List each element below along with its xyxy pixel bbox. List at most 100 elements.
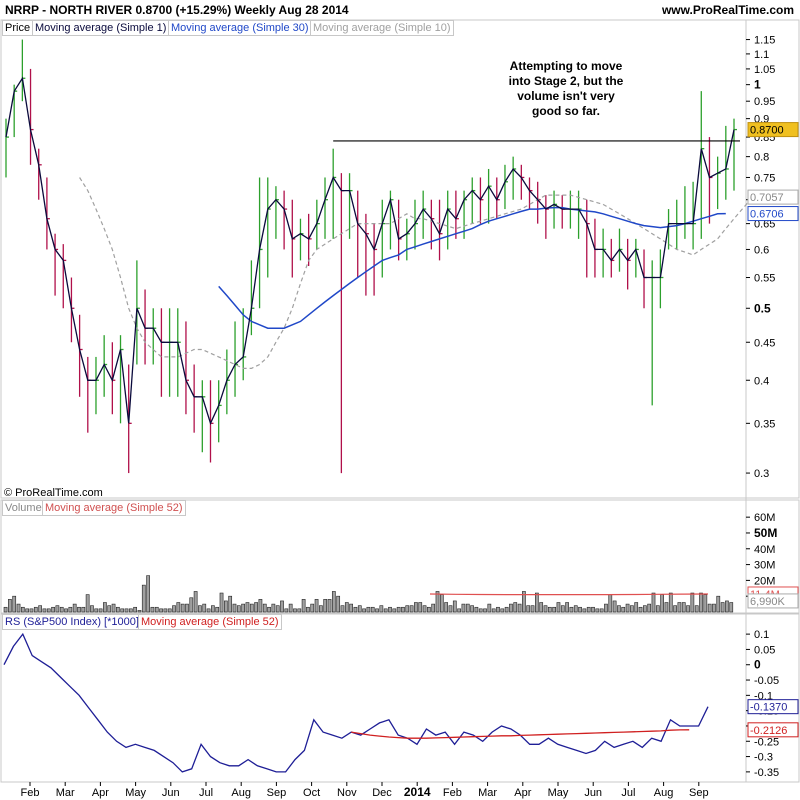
tab-volume-ma[interactable]: Moving average (Simple 52): [42, 500, 186, 516]
tab-rs-ma[interactable]: Moving average (Simple 52): [138, 614, 282, 630]
rs-y-tick-label: -0.3: [754, 752, 773, 764]
x-tick-label: Jun: [584, 787, 602, 799]
volume-bar: [470, 605, 474, 613]
volume-bar: [20, 606, 25, 613]
volume-bar: [487, 603, 492, 613]
tab-volume[interactable]: Volume: [2, 500, 45, 516]
volume-bar: [254, 602, 258, 613]
volume-bar: [280, 600, 284, 613]
volume-bar: [504, 606, 509, 613]
rs-y-tick-label: -0.35: [754, 767, 779, 779]
volume-bar: [366, 606, 371, 613]
tab-ma10[interactable]: Moving average (Simple 10): [310, 20, 454, 36]
volume-bar: [90, 605, 94, 613]
x-tick-label: Nov: [337, 787, 357, 799]
rs-last-value-label: -0.1370: [750, 702, 787, 714]
volume-bar: [599, 608, 604, 613]
tab-price[interactable]: Price: [2, 20, 34, 36]
x-tick-label: May: [125, 787, 146, 799]
rs-y-tick-label: -0.25: [754, 736, 779, 748]
volume-bar: [513, 602, 518, 613]
volume-bar: [647, 603, 652, 613]
volume-bar: [707, 603, 712, 613]
volume-bar: [673, 605, 677, 613]
price-y-tick-label: 0.75: [754, 172, 775, 184]
volume-bar: [712, 603, 716, 613]
volume-bar: [38, 605, 42, 613]
volume-bar: [431, 603, 436, 613]
volume-bar: [211, 605, 215, 613]
x-tick-label: Dec: [372, 787, 392, 799]
volume-bar: [206, 608, 211, 613]
price-y-tick-label: 1: [754, 78, 761, 92]
volume-bar: [401, 606, 405, 613]
x-tick-label: Sep: [267, 787, 287, 799]
volume-bar: [219, 592, 224, 613]
volume-bar: [625, 603, 630, 613]
x-tick-label: Oct: [303, 787, 320, 799]
volume-bar: [681, 602, 686, 613]
tab-ma1[interactable]: Moving average (Simple 1): [32, 20, 170, 36]
volume-bar: [193, 591, 198, 613]
x-tick-label: 2014: [404, 785, 431, 799]
volume-bar: [12, 595, 17, 613]
price-y-tick-label: 1.1: [754, 49, 769, 61]
volume-bar: [547, 606, 552, 613]
ma1-line: [5, 76, 735, 426]
annotation-line: into Stage 2, but the: [509, 74, 624, 88]
volume-bar: [215, 606, 220, 613]
volume-bar: [228, 595, 233, 613]
volume-bar: [608, 594, 613, 613]
volume-bar: [414, 602, 418, 613]
volume-bar: [405, 605, 410, 613]
volume-bar: [651, 592, 656, 613]
volume-bar: [630, 605, 634, 613]
volume-bar: [642, 605, 647, 613]
x-tick-label: Apr: [514, 787, 531, 799]
rs-ma-value-label: -0.2126: [750, 725, 787, 737]
volume-bar: [578, 606, 582, 613]
volume-bar: [94, 608, 99, 613]
price-y-tick-label: 0.5: [754, 301, 771, 315]
volume-bar: [427, 606, 431, 613]
tab-ma30[interactable]: Moving average (Simple 30): [168, 20, 312, 36]
volume-bar: [664, 602, 669, 613]
symbol-title: NRRP - NORTH RIVER 0.8700 (+15.29%) Week…: [5, 3, 349, 17]
volume-y-tick-label: 40M: [754, 544, 775, 556]
volume-bar: [344, 602, 349, 613]
x-tick-label: Jul: [199, 787, 213, 799]
volume-bar: [591, 606, 595, 613]
volume-bar: [552, 606, 556, 613]
x-tick-label: Mar: [56, 787, 75, 799]
volume-bar: [284, 608, 289, 613]
panel-border-0: [0, 19, 800, 499]
volume-bar: [573, 605, 578, 613]
volume-bar: [137, 610, 142, 613]
last-price-label: 0.8700: [750, 125, 784, 137]
volume-bar: [189, 597, 194, 613]
ma30-value-label: 0.6706: [750, 209, 784, 221]
volume-bar: [569, 606, 574, 613]
volume-bar: [331, 591, 336, 613]
volume-bar: [25, 608, 30, 613]
volume-bar: [293, 608, 297, 613]
volume-bar: [301, 599, 306, 613]
ma10-line: [79, 177, 759, 369]
volume-bar: [306, 606, 310, 613]
volume-bar: [68, 606, 73, 613]
volume-bar: [172, 605, 176, 613]
site-url[interactable]: www.ProRealTime.com: [661, 3, 794, 17]
volume-bar: [271, 603, 276, 613]
volume-bar: [163, 608, 168, 613]
volume-bar: [185, 603, 189, 613]
rs-y-tick-label: 0.05: [754, 644, 775, 656]
volume-bar: [690, 592, 695, 613]
volume-bar: [85, 594, 90, 613]
volume-bar: [409, 605, 414, 613]
volume-bar: [262, 603, 267, 613]
ma30-line: [218, 206, 726, 329]
volume-bar: [111, 603, 116, 613]
volume-bar: [64, 608, 68, 613]
volume-bar: [124, 608, 129, 613]
tab-rs[interactable]: RS (S&P500 Index) [*1000]: [2, 614, 142, 630]
